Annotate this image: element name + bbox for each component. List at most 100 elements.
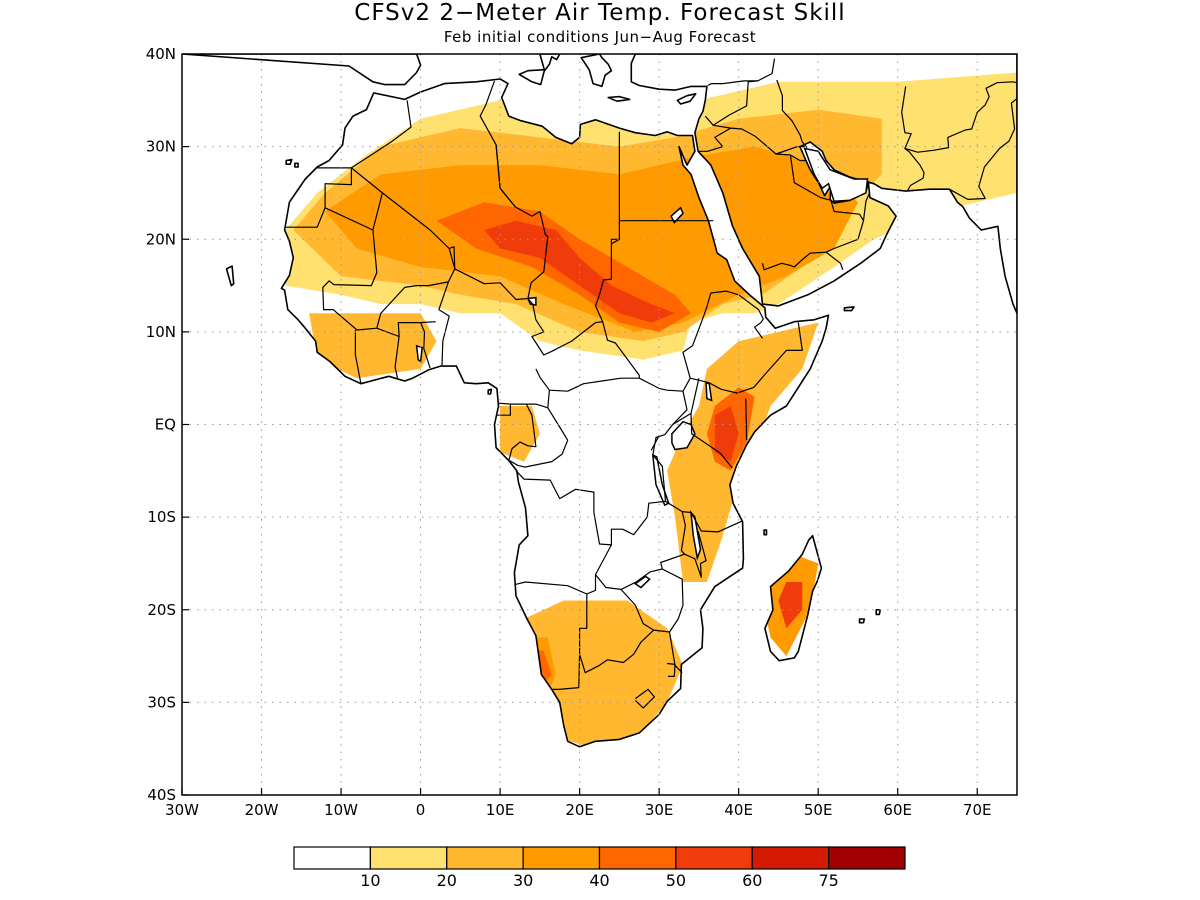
y-tick-label: 10S [147, 508, 176, 526]
border-25 [690, 413, 733, 469]
border-7 [448, 248, 528, 301]
lake-kariba [633, 575, 651, 589]
border-15 [610, 238, 620, 244]
skill-shading [182, 54, 1017, 795]
lake-chad [526, 296, 537, 306]
colorbar-label: 20 [437, 871, 457, 890]
x-tick-label: 50E [804, 801, 833, 819]
skill-region-7 [500, 406, 540, 462]
lake-volta [415, 344, 424, 363]
border-48 [904, 81, 1017, 153]
colorbar-label: 50 [666, 871, 686, 890]
x-tick-label: 20E [565, 801, 594, 819]
border-47 [901, 86, 925, 192]
coast-reunion [858, 618, 866, 624]
y-tick-label: 30N [146, 138, 176, 156]
colorbar-swatch [828, 846, 906, 870]
y-tick-label: EQ [155, 416, 176, 434]
colorbar-swatch [675, 846, 753, 870]
border-6 [495, 144, 516, 208]
colorbar-label: 30 [513, 871, 533, 890]
y-tick-label: 30S [147, 693, 176, 711]
coast-mauritius [875, 608, 882, 616]
lake-malawi [690, 510, 702, 561]
border-4 [324, 207, 374, 231]
coast-europe-south [182, 54, 422, 86]
lake-tanganyika [651, 453, 670, 507]
x-tick-label: 10E [486, 801, 515, 819]
x-tick-label: 30E [645, 801, 674, 819]
x-tick-label: 60E [883, 801, 912, 819]
coast-sicily [518, 68, 546, 86]
coastlines [182, 54, 1017, 748]
coast-cyprus [676, 93, 697, 105]
x-tick-label: 0 [416, 801, 426, 819]
skill-region-3 [325, 146, 859, 332]
colorbar-swatch [293, 846, 371, 870]
chart-title: CFSv2 2−Meter Air Temp. Forecast Skill [354, 0, 846, 26]
border-36 [634, 688, 656, 709]
colorbar-label: 40 [589, 871, 609, 890]
colorbar-swatch [522, 846, 601, 870]
border-13 [594, 131, 621, 322]
coast-madagascar [764, 534, 823, 662]
border-38 [704, 115, 806, 162]
coast-socotra [843, 306, 855, 312]
colorbar-label: 10 [360, 871, 380, 890]
border-16 [682, 292, 803, 394]
y-tick-label: 20S [147, 601, 176, 619]
border-19 [535, 368, 691, 392]
colorbar: 10 20 30 40 50 60 75 [293, 846, 906, 890]
border-44 [862, 193, 870, 221]
lake-turkana [705, 381, 713, 402]
y-tick-label: 10N [146, 323, 176, 341]
border-21 [510, 403, 548, 409]
border-37 [667, 662, 676, 678]
colorbar-swatch [446, 846, 524, 870]
axis-ticks: 30W 20W 10W 0 10E 20E 30E 40E 50E 60E 70E 40N 30N 20N… [146, 45, 992, 819]
border-8 [438, 281, 450, 366]
border-20 [509, 390, 569, 468]
country-borders [285, 54, 1017, 709]
x-tick-label: 30W [165, 801, 199, 819]
persian-gulf-inner [803, 147, 869, 203]
border-10 [420, 322, 431, 369]
border-49 [949, 98, 1017, 200]
coast-greece [580, 54, 613, 88]
colorbar-swatch [598, 846, 677, 870]
border-50 [634, 54, 636, 55]
border-17 [710, 290, 764, 339]
border-2 [351, 100, 412, 169]
coast-cape-verde [225, 265, 235, 287]
x-tick-label: 70E [963, 801, 992, 819]
border-34 [662, 568, 684, 633]
x-tick-label: 20W [245, 801, 279, 819]
border-33 [620, 588, 654, 631]
coast-comoros [763, 529, 768, 536]
colorbar-label: 75 [818, 871, 838, 890]
skill-region-12 [778, 582, 803, 629]
chart-subtitle: Feb initial conditions Jun−Aug Forecast [443, 28, 757, 46]
border-3 [322, 167, 456, 331]
y-tick-label: 40S [147, 786, 176, 804]
ocean-mask [182, 54, 1017, 795]
border-9 [394, 321, 436, 379]
border-26 [745, 398, 748, 441]
border-22 [496, 402, 511, 416]
skill-region-13 [524, 600, 683, 749]
border-23 [508, 403, 537, 461]
colorbar-swatch [369, 846, 448, 870]
skill-region-10 [714, 406, 739, 462]
border-28 [515, 470, 666, 546]
border-32 [579, 629, 683, 674]
border-35 [684, 530, 707, 578]
border-51 [707, 58, 776, 87]
border-45 [866, 181, 869, 191]
coast-canary-2 [285, 158, 293, 165]
border-43 [825, 251, 844, 271]
coast-africa [280, 78, 830, 748]
lake-victoria [671, 420, 696, 451]
coast-canary-1 [294, 162, 299, 168]
border-46 [776, 79, 808, 148]
